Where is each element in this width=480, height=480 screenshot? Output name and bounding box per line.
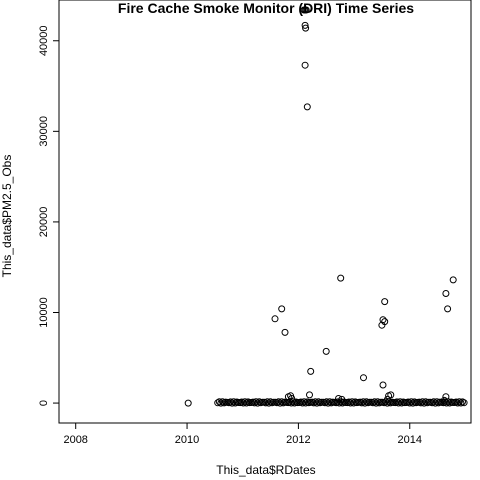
data-point xyxy=(307,367,315,375)
data-point xyxy=(302,24,310,32)
data-point xyxy=(306,391,313,399)
data-point xyxy=(288,395,296,402)
data-point xyxy=(384,395,391,403)
y-axis-label: This_data$PM2.5_Obs xyxy=(0,155,14,278)
data-point xyxy=(338,395,346,403)
x-tick-label: 2012 xyxy=(286,434,310,446)
data-point xyxy=(337,274,345,282)
y-axis: 0 10000 20000 30000 40000 xyxy=(38,25,59,406)
chart-title: Fire Cache Smoke Monitor (DRI) Time Seri… xyxy=(118,0,414,16)
data-point xyxy=(374,398,382,406)
data-point xyxy=(457,399,465,407)
x-axis: 2008 2010 2012 2014 xyxy=(63,423,422,446)
data-point xyxy=(379,381,387,389)
x-tick-label: 2014 xyxy=(398,434,422,446)
y-tick-label: 0 xyxy=(38,400,50,406)
data-point xyxy=(422,398,430,406)
x-tick-label: 2010 xyxy=(175,434,199,446)
plot-frame xyxy=(58,0,472,424)
data-point xyxy=(360,374,367,382)
y-tick-label: 30000 xyxy=(38,116,50,147)
data-point xyxy=(442,393,450,401)
data-point xyxy=(449,276,457,284)
data-point xyxy=(278,398,286,406)
x-axis-label: This_data$RDates xyxy=(216,463,315,477)
data-point xyxy=(335,395,342,402)
data-point xyxy=(303,103,311,111)
data-point xyxy=(381,298,389,306)
data-point xyxy=(231,399,239,407)
data-point xyxy=(398,399,406,407)
data-point xyxy=(302,6,310,14)
data-point xyxy=(440,396,448,404)
y-tick-label: 10000 xyxy=(38,297,50,328)
data-point xyxy=(446,399,454,407)
data-point xyxy=(460,399,468,407)
data-point xyxy=(322,347,330,355)
data-point xyxy=(243,399,250,407)
data-point xyxy=(444,305,452,313)
data-point xyxy=(387,391,395,399)
data-point xyxy=(278,305,286,313)
data-point xyxy=(381,318,389,326)
data-point xyxy=(301,21,309,29)
data-point xyxy=(350,399,358,407)
data-point xyxy=(433,398,441,406)
y-tick-label: 40000 xyxy=(38,25,50,56)
data-point xyxy=(219,398,226,406)
data-point xyxy=(301,61,309,69)
data-point xyxy=(184,399,192,407)
x-tick-label: 2008 xyxy=(63,434,87,446)
data-point xyxy=(267,398,274,406)
data-point xyxy=(339,399,346,407)
data-point xyxy=(230,398,238,406)
data-point xyxy=(361,399,369,407)
data-point xyxy=(315,398,322,406)
y-tick-label: 20000 xyxy=(38,207,50,238)
data-point xyxy=(254,399,262,407)
data-point xyxy=(379,316,387,324)
data-point xyxy=(281,328,289,336)
data-point xyxy=(302,399,310,407)
data-point xyxy=(271,315,279,323)
data-point xyxy=(326,398,334,406)
points-layer xyxy=(184,6,468,407)
data-point xyxy=(455,398,463,406)
data-point xyxy=(409,399,417,407)
data-point xyxy=(442,290,450,297)
